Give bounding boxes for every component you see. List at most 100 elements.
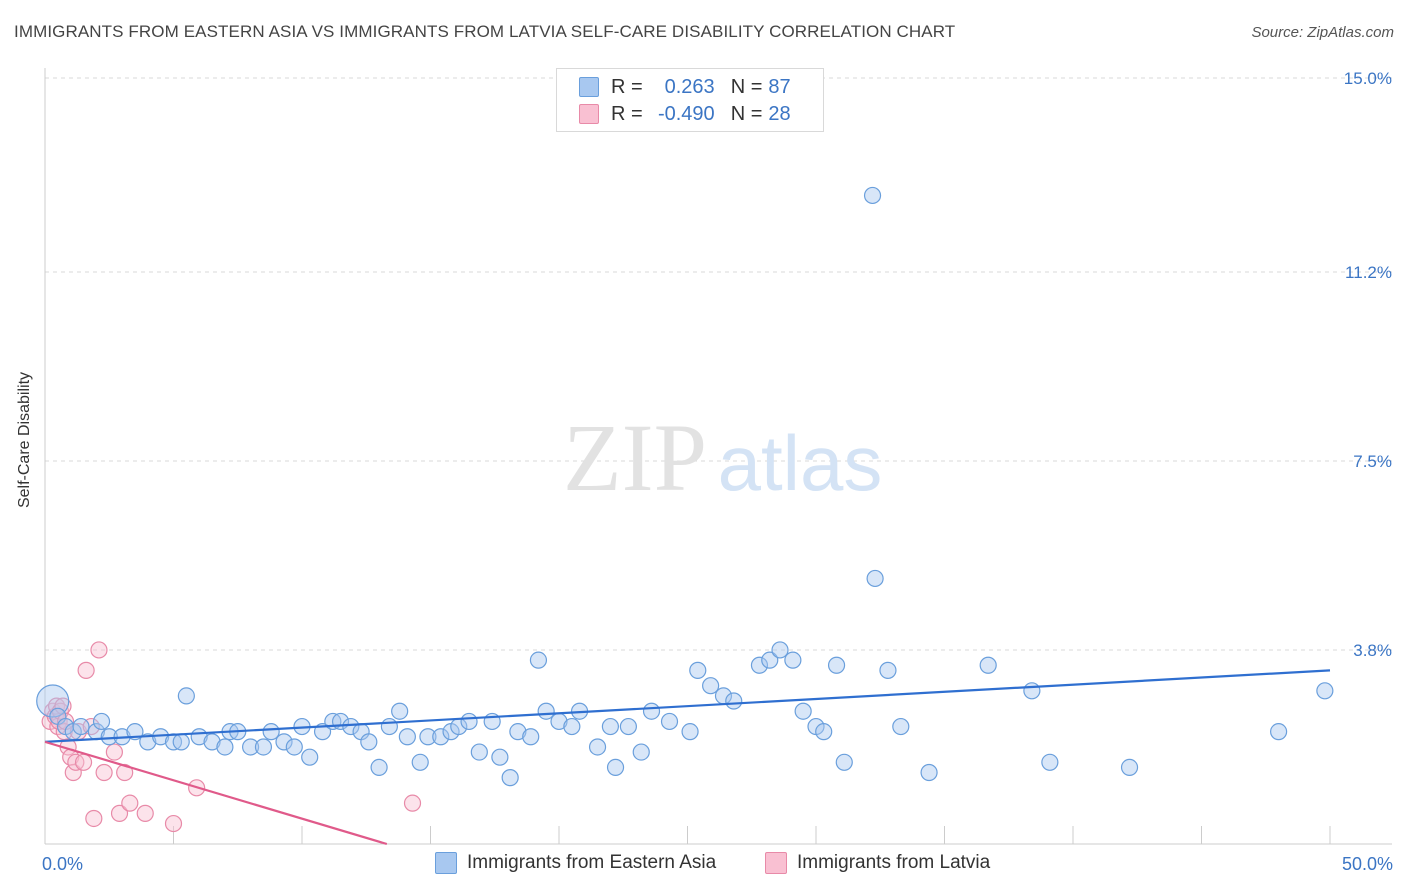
data-point <box>470 743 488 761</box>
data-point <box>116 763 134 782</box>
data-point <box>177 687 195 705</box>
data-point <box>522 728 540 746</box>
y-tick-label: 15.0% <box>1344 69 1392 88</box>
data-point <box>509 723 527 741</box>
stat-r-value: -0.490 <box>657 102 715 125</box>
data-point <box>815 723 833 741</box>
data-point <box>172 733 190 751</box>
data-point <box>606 758 625 777</box>
data-point <box>432 728 450 746</box>
y-tick-label: 3.8% <box>1353 641 1392 660</box>
data-point <box>360 733 378 751</box>
stat-r-value: 0.263 <box>664 75 715 98</box>
source-label: Source: ZipAtlas.com <box>1251 24 1394 41</box>
data-point <box>110 804 129 822</box>
watermark-zip: ZIP <box>563 404 707 511</box>
trend-line <box>44 740 388 846</box>
stat-r-label: R = <box>611 102 643 125</box>
data-point <box>563 717 581 736</box>
data-point <box>380 717 398 736</box>
data-point <box>827 656 846 674</box>
data-point <box>784 651 802 669</box>
data-point <box>90 641 108 659</box>
data-point <box>1269 723 1288 741</box>
data-point <box>863 186 882 205</box>
data-point <box>72 717 90 736</box>
data-point <box>702 677 720 695</box>
data-point <box>619 717 637 736</box>
data-point <box>85 809 103 828</box>
chart-title: IMMIGRANTS FROM EASTERN ASIA VS IMMIGRAN… <box>14 22 956 41</box>
data-point <box>866 569 884 588</box>
data-point <box>660 712 679 731</box>
legend-label-latvia: Immigrants from Latvia <box>797 852 991 873</box>
data-point <box>275 733 293 751</box>
watermark-atlas: atlas <box>718 419 883 507</box>
trend-lines <box>44 669 1331 846</box>
data-point <box>835 753 853 771</box>
data-point <box>1316 682 1334 700</box>
data-point <box>77 661 95 679</box>
data-point <box>1120 758 1139 777</box>
data-point <box>689 661 707 679</box>
stat-swatch-latvia <box>579 104 599 124</box>
stat-r-label: R = <box>611 75 643 98</box>
data-point <box>105 743 123 761</box>
data-point <box>1041 753 1059 771</box>
data-point <box>164 814 183 833</box>
correlation-stats-box: R = 0.263 N = 87 R = -0.490 N = 28 <box>556 68 824 132</box>
data-point <box>411 753 429 771</box>
stat-row-eastern-asia: R = 0.263 N = 87 <box>579 74 791 100</box>
data-point <box>262 723 280 741</box>
data-point <box>529 651 548 669</box>
data-point <box>136 804 154 822</box>
data-point <box>121 794 139 812</box>
stat-swatch-eastern-asia <box>579 77 599 97</box>
data-point <box>370 758 388 777</box>
x-tick-label: 50.0% <box>1342 854 1393 874</box>
stat-n-value: 87 <box>768 75 791 98</box>
data-point <box>761 651 779 669</box>
data-point <box>491 748 509 766</box>
data-point <box>203 733 221 751</box>
y-tick-label: 11.2% <box>1345 263 1392 282</box>
data-point <box>64 763 82 782</box>
x-tick-label: 0.0% <box>42 854 83 874</box>
stat-n-value: 28 <box>768 102 791 125</box>
trend-line <box>44 669 1331 743</box>
data-point <box>285 738 303 756</box>
y-axis-label: Self-Care Disability <box>16 371 33 509</box>
stat-n-label: N = <box>730 102 763 125</box>
data-point <box>342 717 360 736</box>
legend-swatch-eastern-asia <box>435 852 457 874</box>
series-latvia <box>41 641 422 833</box>
legend-label-eastern-asia: Immigrants from Eastern Asia <box>467 852 717 873</box>
data-point <box>92 712 111 731</box>
data-point <box>460 712 478 731</box>
data-point <box>242 738 260 756</box>
data-point <box>632 743 650 761</box>
data-point <box>95 763 113 782</box>
stat-row-latvia: R = -0.490 N = 28 <box>579 101 791 127</box>
y-tick-label: 7.5% <box>1353 452 1392 471</box>
grid <box>45 77 1392 651</box>
data-point <box>301 748 319 766</box>
data-point <box>879 661 897 679</box>
data-point <box>403 794 422 812</box>
data-point <box>642 702 661 720</box>
legend-swatch-latvia <box>765 852 787 874</box>
data-point <box>794 702 812 720</box>
data-point <box>1023 682 1041 700</box>
data-point <box>750 656 769 674</box>
data-point <box>139 733 157 751</box>
data-point <box>216 738 234 756</box>
stat-n-label: N = <box>730 75 763 98</box>
data-point <box>74 753 93 771</box>
x-tick-labels: 0.0% 50.0% <box>42 854 1393 874</box>
data-point <box>601 717 620 736</box>
data-point <box>771 641 789 659</box>
data-point <box>588 738 607 756</box>
series-eastern-asia <box>36 186 1334 787</box>
data-point <box>892 717 910 736</box>
